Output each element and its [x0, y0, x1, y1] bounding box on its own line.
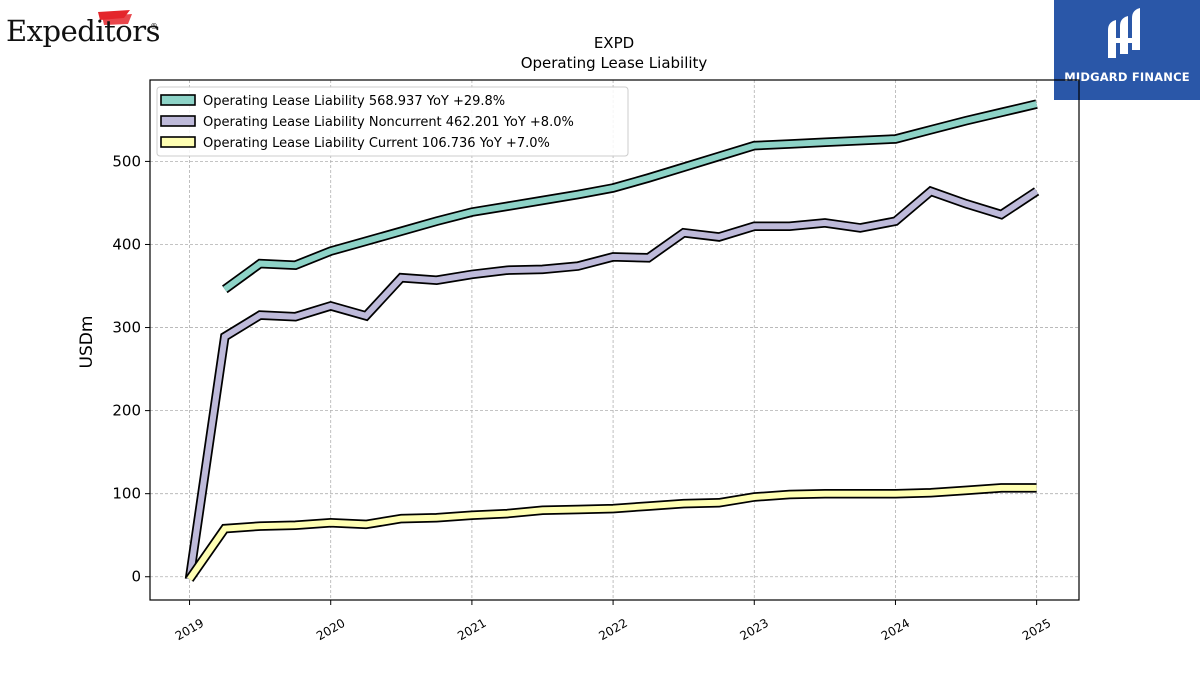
x-tick-label: 2019 — [173, 616, 206, 643]
legend-label-1: Operating Lease Liability Noncurrent 462… — [203, 115, 574, 130]
y-tick-label: 0 — [131, 568, 141, 586]
legend-swatch-2 — [160, 136, 196, 148]
midgard-wordmark: MIDGARD FINANCE — [1064, 70, 1190, 84]
x-tick-label: 2023 — [738, 616, 771, 643]
legend-label-0: Operating Lease Liability 568.937 YoY +2… — [203, 94, 505, 109]
midgard-mark-icon — [1108, 8, 1140, 58]
legend-swatch-0 — [160, 94, 196, 106]
y-tick-label: 400 — [112, 235, 141, 253]
series-line-0 — [223, 101, 1038, 292]
midgard-finance-logo: MIDGARD FINANCE — [1054, 0, 1200, 100]
plot-frame — [149, 79, 1080, 601]
x-tick-label: 2020 — [314, 616, 347, 643]
series-group — [184, 99, 1040, 582]
series-line-2 — [187, 484, 1037, 581]
legend-label-2: Operating Lease Liability Current 106.73… — [203, 136, 550, 151]
y-axis: 0 100 200 300 400 500 — [112, 152, 150, 586]
x-tick-label: 2022 — [596, 616, 629, 643]
y-tick-label: 300 — [112, 319, 141, 337]
x-tick-label: 2021 — [455, 616, 488, 643]
grid — [150, 80, 1079, 600]
y-tick-label: 100 — [112, 485, 141, 503]
legend-swatch-1 — [160, 115, 196, 127]
flag-icon — [98, 10, 132, 25]
registered-mark: ® — [150, 22, 158, 31]
series-line-1 — [186, 187, 1039, 580]
y-tick-label: 200 — [112, 402, 141, 420]
y-axis-label: USDm — [77, 316, 97, 369]
expeditors-logo: Expeditors ® — [6, 6, 160, 50]
legend-box — [156, 86, 629, 157]
y-tick-label: 500 — [112, 152, 141, 170]
expeditors-wordmark: Expeditors — [6, 14, 160, 48]
chart-title: EXPD — [594, 34, 634, 52]
x-tick-label: 2025 — [1020, 616, 1053, 643]
x-tick-label: 2024 — [879, 616, 912, 643]
legend: Operating Lease Liability 568.937 YoY +2… — [156, 86, 629, 157]
chart-subtitle: Operating Lease Liability — [521, 54, 708, 72]
x-axis: 2019 2020 2021 2022 2023 2024 2025 — [173, 600, 1053, 643]
